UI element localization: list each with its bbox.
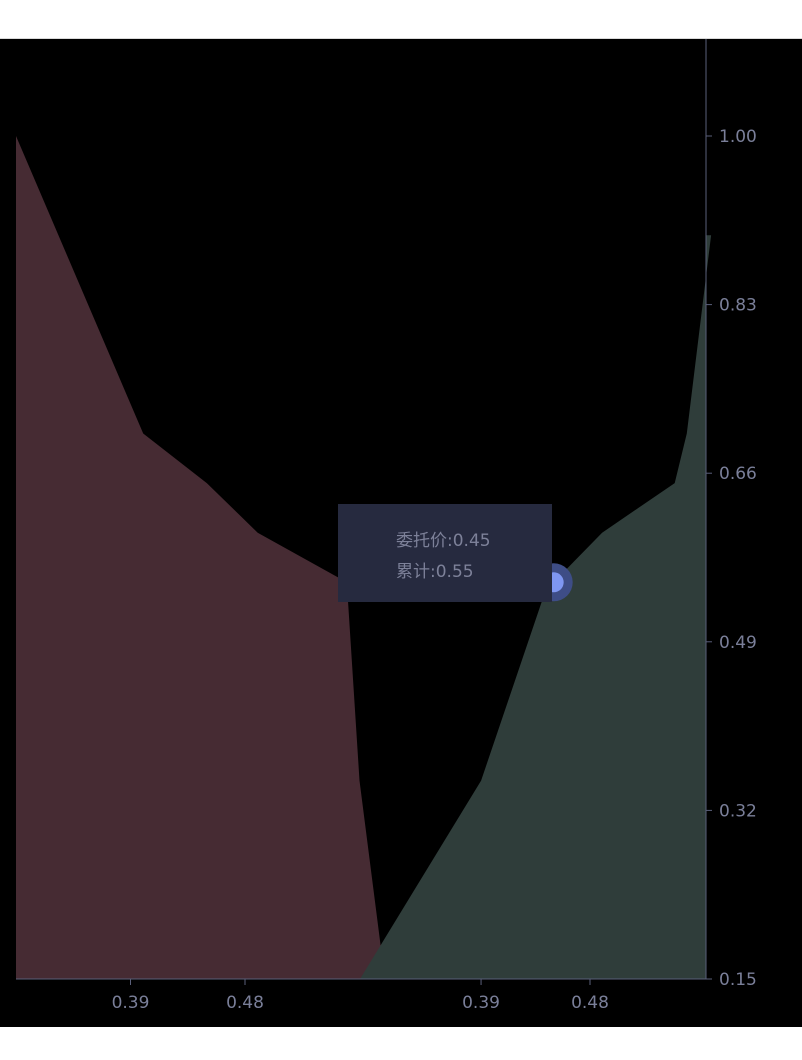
tooltip-price-value: 0.45 bbox=[452, 531, 491, 551]
x-tick-label: 0.39 bbox=[112, 993, 150, 1013]
top-bar bbox=[0, 0, 802, 39]
x-tick-label: 0.39 bbox=[462, 993, 500, 1013]
y-tick-label: 0.83 bbox=[719, 296, 757, 316]
y-tick-label: 0.15 bbox=[719, 970, 757, 990]
tooltip-total-value: 0.55 bbox=[435, 562, 474, 582]
y-tick-label: 0.49 bbox=[719, 633, 757, 653]
y-tick-label: 0.32 bbox=[719, 801, 757, 821]
depth-chart[interactable]: 1.00 0.83 0.66 0.49 0.32 0.15 0.39 0.48 0.39 0.48… bbox=[0, 39, 802, 1027]
tooltip-total-label: 累计 bbox=[396, 562, 430, 582]
x-tick-label: 0.48 bbox=[226, 993, 264, 1013]
ask-depth-area bbox=[360, 235, 712, 979]
y-tick-label: 1.00 bbox=[719, 127, 757, 147]
tooltip-price-row: 委托价:0.45 bbox=[396, 531, 491, 551]
tooltip-price-label: 委托价 bbox=[396, 531, 447, 551]
tooltip: 委托价:0.45 累计:0.55 bbox=[338, 504, 552, 602]
bid-depth-area bbox=[16, 136, 385, 979]
x-tick-label: 0.48 bbox=[571, 993, 609, 1013]
y-tick-label: 0.66 bbox=[719, 464, 757, 484]
bottom-bar bbox=[0, 1027, 802, 1060]
tooltip-total-row: 累计:0.55 bbox=[396, 562, 474, 582]
